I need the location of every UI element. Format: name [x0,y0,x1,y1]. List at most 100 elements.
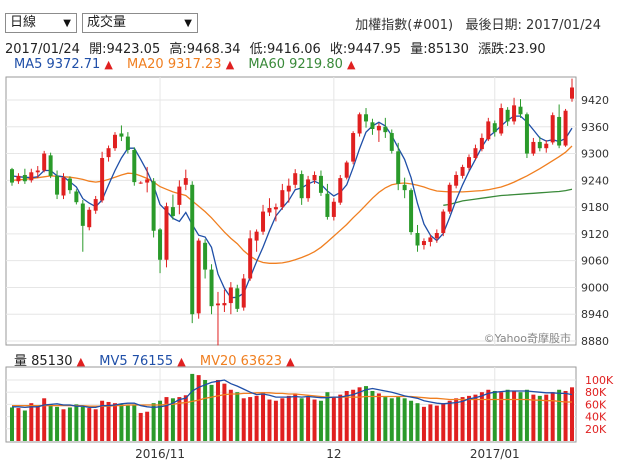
indicator-select-value: 成交量 [87,15,127,30]
volume-bar [67,407,72,441]
quote-close: 收:9447.95 [329,42,402,57]
volume-bar [280,398,285,441]
volume-bar [100,400,105,441]
volume-bar [370,390,375,441]
volume-bar [132,404,137,441]
volume-bar [550,392,555,441]
price-tick-label: 8940 [581,308,609,321]
volume-bar [203,380,208,441]
candle-body [196,240,201,314]
legend-ma5: MA5 9372.71 ▲ [14,57,113,72]
volume-bar [87,408,92,441]
volume-bar [441,403,446,441]
candle-body [112,134,117,149]
volume-bar [364,386,369,441]
candle-body [467,157,472,168]
volume-bar [158,400,163,441]
volume-bar [454,398,459,441]
watermark: ©Yahoo奇摩股市 [484,331,571,345]
candle-body [22,174,27,182]
candle-body [402,184,407,191]
volume-bar [415,403,420,441]
candle-body [80,203,85,226]
candle-body [241,278,246,308]
candle-body [55,175,60,195]
period-select[interactable]: 日線 ▼ [5,13,77,33]
volume-bar [190,373,195,441]
ma20-line [11,145,573,264]
candle-body [344,162,349,178]
candle-body [132,149,137,183]
candles [10,78,574,346]
volume-bar [325,392,330,441]
volume-bar [235,392,240,441]
price-tick-label: 9300 [581,148,609,161]
chevron-down-icon: ▼ [63,18,71,29]
volume-bar [222,383,227,441]
volume-bar [492,390,497,441]
up-arrow-icon: ▲ [104,58,113,71]
candle-body [544,143,549,149]
indicator-select[interactable]: 成交量 ▼ [82,13,198,33]
candle-body [357,114,362,134]
volume-bar [209,384,214,441]
candle-body [460,166,465,176]
candle-body [492,123,497,133]
candle-body [203,242,208,270]
candle-body [409,190,414,233]
volume-bar [286,395,291,441]
price-tick-label: 9360 [581,121,609,134]
volume-bar [570,387,574,441]
candle-body [364,114,369,122]
volume-bar [273,400,278,441]
volume-tick-label: 100K [585,374,614,387]
volume-bar [557,389,562,441]
candle-body [428,237,433,242]
candle-body [119,133,124,137]
candle-body [486,121,491,140]
volume-bar [299,398,304,441]
up-arrow-icon: ▲ [347,58,356,71]
candle-body [138,182,143,184]
candle-body [351,133,356,162]
candle-body [190,184,195,315]
candle-body [222,303,227,306]
quote-high: 高:9468.34 [169,42,241,57]
candle-body [215,303,220,306]
quote-line: 2017/01/24 開:9423.05 高:9468.34 低:9416.06… [5,38,551,57]
legend-mv20: MV20 63623 ▲ [200,354,295,369]
candle-body [499,108,504,134]
legend-ma20: MA20 9317.23 ▲ [127,57,234,72]
volume-bar [396,397,401,441]
volume-bar [119,404,124,441]
volume-bar [10,407,14,441]
candle-body [447,184,452,212]
volume-tick-label: 40K [585,411,607,424]
quote-open: 開:9423.05 [89,42,161,57]
volume-bar [48,404,53,441]
volume-bar [215,380,220,441]
candle-body [312,174,317,181]
candle-body [434,232,439,239]
volume-bar [409,400,414,441]
candle-body [421,241,426,246]
volume-bar [61,409,66,441]
quote-low: 低:9416.06 [249,42,321,57]
candle-body [376,125,381,131]
volume-bar [344,390,349,441]
quote-change: 漲跌:23.90 [478,42,546,57]
candle-body [396,151,401,184]
volume-bar [22,410,27,441]
volume-bar [331,397,336,441]
candle-body [93,199,98,211]
volume-bar [524,389,529,441]
price-ma-lines [11,115,573,299]
candle-body [473,148,478,159]
legend-volume-label: 量 85130 [14,354,73,369]
volume-bar [138,412,143,441]
candle-body [177,186,182,205]
legend-ma60: MA60 9219.80 ▲ [248,57,355,72]
candle-body [325,193,330,217]
price-tick-label: 9060 [581,255,609,268]
volume-bar [531,394,536,441]
